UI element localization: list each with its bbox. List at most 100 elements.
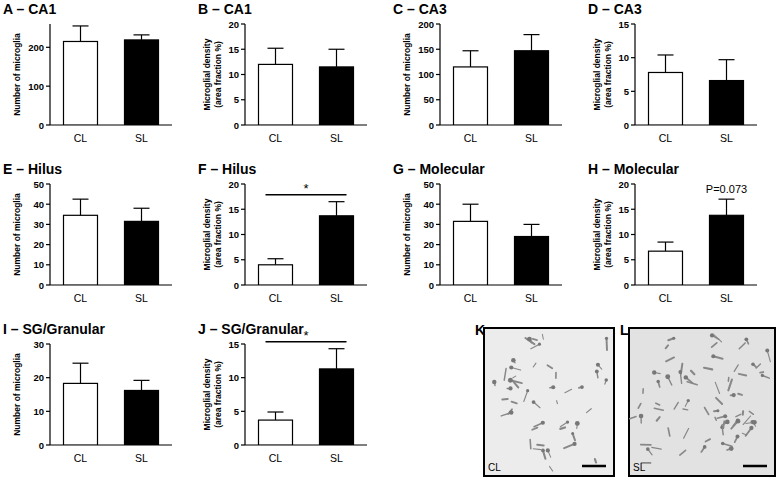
texture bbox=[502, 398, 507, 401]
bar bbox=[320, 369, 354, 445]
y-tick-label: 5 bbox=[234, 94, 240, 105]
y-tick bbox=[241, 124, 245, 125]
panel: I – SG/GranularNumber of microglia010203… bbox=[3, 321, 172, 464]
y-tick-label: 0 bbox=[234, 440, 239, 451]
panel-title: F – Hilus bbox=[198, 161, 257, 177]
texture bbox=[713, 334, 721, 342]
error-stem bbox=[336, 349, 337, 369]
texture bbox=[674, 402, 678, 409]
y-tick bbox=[46, 444, 50, 445]
y-tick-label: 0 bbox=[234, 120, 239, 131]
error-cap bbox=[658, 241, 674, 242]
y-tick bbox=[241, 99, 245, 100]
error-bar bbox=[73, 199, 89, 215]
y-axis-label: (area fraction %) bbox=[603, 41, 613, 108]
texture bbox=[652, 370, 656, 374]
y-tick bbox=[631, 124, 635, 125]
bar bbox=[515, 237, 549, 285]
bar bbox=[649, 251, 683, 285]
y-tick bbox=[46, 204, 50, 205]
texture bbox=[492, 380, 496, 384]
error-bar bbox=[719, 199, 735, 215]
texture bbox=[656, 403, 660, 405]
texture bbox=[542, 334, 544, 339]
error-bar bbox=[134, 208, 150, 221]
x-tick-label: CL bbox=[74, 292, 88, 304]
texture bbox=[657, 417, 660, 421]
texture bbox=[572, 442, 576, 446]
texture bbox=[725, 420, 730, 425]
y-tick-label: 20 bbox=[33, 372, 44, 383]
y-tick-label: 10 bbox=[33, 406, 44, 417]
x-tick-label: SL bbox=[330, 292, 343, 304]
error-cap bbox=[329, 348, 345, 349]
panel-title: C – CA3 bbox=[393, 1, 447, 17]
y-tick-label: 200 bbox=[418, 19, 434, 30]
y-tick-label: 20 bbox=[33, 239, 44, 250]
y-tick-label: 30 bbox=[33, 339, 44, 350]
error-cap bbox=[134, 34, 150, 35]
error-cap bbox=[134, 380, 150, 381]
y-tick bbox=[241, 259, 245, 260]
error-bar bbox=[658, 242, 674, 251]
y-tick bbox=[241, 23, 245, 24]
texture bbox=[665, 374, 670, 379]
error-cap bbox=[719, 199, 735, 200]
bar bbox=[259, 64, 293, 125]
error-cap bbox=[463, 204, 479, 205]
y-tick-label: 50 bbox=[423, 94, 434, 105]
error-bar bbox=[719, 60, 735, 81]
texture bbox=[666, 345, 668, 348]
y-tick bbox=[631, 183, 635, 184]
texture bbox=[604, 378, 608, 382]
error-cap bbox=[73, 199, 89, 200]
error-bar bbox=[658, 55, 674, 73]
error-stem bbox=[665, 55, 666, 73]
y-tick bbox=[46, 264, 50, 265]
y-tick-label: 15 bbox=[618, 204, 629, 215]
y-tick-label: 15 bbox=[228, 44, 239, 55]
bar bbox=[710, 81, 744, 125]
y-tick bbox=[46, 86, 50, 87]
texture bbox=[565, 389, 572, 392]
error-bar bbox=[329, 349, 345, 369]
texture bbox=[751, 362, 755, 366]
image-caption: SL bbox=[633, 462, 646, 473]
bar bbox=[125, 221, 159, 285]
texture bbox=[752, 420, 757, 425]
y-tick bbox=[436, 124, 440, 125]
texture bbox=[656, 380, 659, 383]
texture bbox=[715, 382, 719, 393]
panel: J – SG/GranularMicroglial density(area f… bbox=[198, 321, 367, 464]
texture bbox=[605, 337, 608, 340]
error-cap bbox=[268, 48, 284, 49]
texture bbox=[744, 337, 748, 341]
y-tick-label: 5 bbox=[234, 254, 240, 265]
error-stem bbox=[275, 412, 276, 420]
texture bbox=[630, 416, 636, 418]
texture bbox=[538, 343, 541, 346]
texture bbox=[586, 409, 591, 413]
annotation: * bbox=[303, 181, 308, 196]
texture bbox=[571, 432, 574, 435]
y-tick bbox=[436, 49, 440, 50]
y-tick-label: 15 bbox=[228, 339, 239, 350]
y-tick bbox=[46, 47, 50, 48]
texture bbox=[639, 414, 644, 419]
y-axis-label: Microglial density bbox=[202, 358, 212, 430]
texture bbox=[642, 389, 644, 393]
marks bbox=[454, 35, 549, 125]
x-tick-label: CL bbox=[269, 292, 283, 304]
texture bbox=[736, 414, 741, 416]
texture bbox=[705, 407, 709, 414]
y-tick bbox=[46, 124, 50, 125]
x-tick-label: SL bbox=[720, 132, 733, 144]
y-tick bbox=[46, 284, 50, 285]
error-stem bbox=[726, 60, 727, 81]
error-cap bbox=[658, 54, 674, 55]
image-caption: CL bbox=[488, 462, 501, 473]
error-bar bbox=[268, 48, 284, 64]
panel-title: K bbox=[475, 322, 485, 338]
x-tick-label: SL bbox=[330, 132, 343, 144]
texture bbox=[735, 435, 739, 439]
